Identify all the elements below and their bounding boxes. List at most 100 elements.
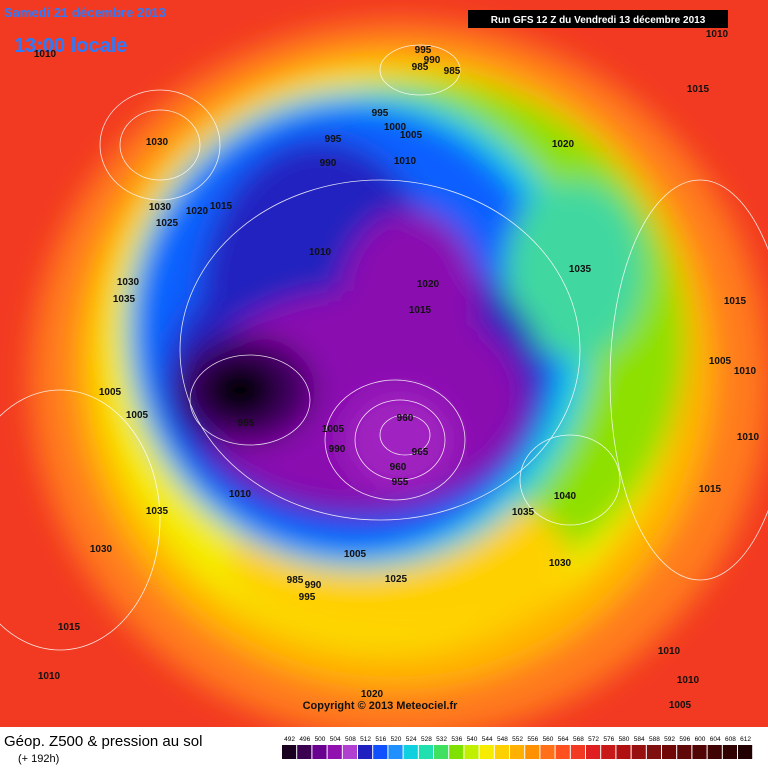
- isobar-label: 1015: [409, 305, 432, 316]
- isobar-label: 990: [424, 55, 441, 66]
- isobar-label: 1005: [669, 700, 692, 711]
- run-box: [468, 10, 728, 28]
- legend-label: 492: [284, 736, 295, 743]
- isobar-label: 1015: [210, 201, 233, 212]
- isobar-label: 965: [412, 447, 429, 458]
- isobar-label: 1035: [146, 506, 169, 517]
- legend-swatch: [388, 745, 403, 759]
- footer-title: Géop. Z500 & pression au sol: [4, 733, 202, 750]
- legend-label: 600: [695, 736, 706, 743]
- legend-label: 552: [512, 736, 523, 743]
- legend-swatch: [373, 745, 388, 759]
- legend-swatch: [449, 745, 464, 759]
- legend-label: 556: [527, 736, 538, 743]
- legend-label: 576: [603, 736, 614, 743]
- run-info: Run GFS 12 Z du Vendredi 13 décembre 201…: [491, 15, 706, 26]
- isobar-label: 1005: [344, 549, 367, 560]
- isobar-label: 1035: [512, 507, 535, 518]
- legend-label: 568: [573, 736, 584, 743]
- legend-label: 608: [725, 736, 736, 743]
- legend-label: 528: [421, 736, 432, 743]
- legend-label: 548: [497, 736, 508, 743]
- legend-swatch: [403, 745, 418, 759]
- isobar-label: 990: [320, 158, 337, 169]
- legend-swatch: [601, 745, 616, 759]
- legend-swatch: [616, 745, 631, 759]
- legend-swatch: [555, 745, 570, 759]
- legend-swatch: [707, 745, 722, 759]
- copyright: Copyright © 2013 Meteociel.fr: [303, 700, 459, 712]
- isobar-label: 1015: [687, 84, 710, 95]
- legend-swatch: [692, 745, 707, 759]
- isobar-label: 1020: [361, 689, 384, 700]
- legend-swatch: [586, 745, 601, 759]
- isobar-label: 1005: [322, 424, 345, 435]
- isobar-label: 1010: [229, 489, 252, 500]
- legend-swatch: [525, 745, 540, 759]
- legend-label: 580: [619, 736, 630, 743]
- legend-swatch: [358, 745, 373, 759]
- isobar-label: 995: [238, 418, 255, 429]
- isobar-label: 1015: [724, 296, 747, 307]
- isobar-label: 1010: [737, 432, 760, 443]
- legend-swatch: [342, 745, 357, 759]
- date: Samedi 21 décembre 2013: [4, 5, 166, 20]
- isobar-label: 960: [397, 413, 414, 424]
- legend-label: 564: [558, 736, 569, 743]
- legend-label: 512: [360, 736, 371, 743]
- isobar-label: 990: [329, 444, 346, 455]
- isobar-label: 985: [412, 62, 429, 73]
- isobar-label: 1010: [38, 671, 61, 682]
- legend-label: 508: [345, 736, 356, 743]
- legend-label: 520: [391, 736, 402, 743]
- legend-label: 540: [467, 736, 478, 743]
- legend-swatch: [631, 745, 646, 759]
- legend-swatch: [312, 745, 327, 759]
- legend-swatch: [297, 745, 312, 759]
- isobar-label: 1040: [554, 491, 577, 502]
- isobar-label: 1005: [126, 410, 149, 421]
- isobar-label: 1035: [569, 264, 592, 275]
- isobar-label: 1005: [99, 387, 122, 398]
- time: 13:00 locale: [14, 35, 127, 57]
- isobar-label: 995: [415, 45, 432, 56]
- isobar-label: 1000: [384, 122, 407, 133]
- isobar-label: 995: [299, 592, 316, 603]
- legend-label: 524: [406, 736, 417, 743]
- legend-label: 536: [451, 736, 462, 743]
- legend-swatch: [570, 745, 585, 759]
- legend-label: 544: [482, 736, 493, 743]
- isobar-label: 1010: [309, 247, 332, 258]
- isobar-label: 1010: [394, 156, 417, 167]
- isobar-label: 995: [372, 108, 389, 119]
- isobar-label: 1025: [385, 574, 408, 585]
- lead-time: (+ 192h): [18, 753, 59, 765]
- legend-swatch: [464, 745, 479, 759]
- legend-swatch: [646, 745, 661, 759]
- isobar-label: 1035: [113, 294, 136, 305]
- isobar-label: 960: [390, 462, 407, 473]
- legend-swatch: [722, 745, 737, 759]
- legend-label: 560: [543, 736, 554, 743]
- legend-label: 592: [664, 736, 675, 743]
- legend-swatch: [327, 745, 342, 759]
- legend-label: 516: [375, 736, 386, 743]
- legend-label: 596: [679, 736, 690, 743]
- isobar-label: 985: [444, 66, 461, 77]
- legend-swatch: [418, 745, 433, 759]
- isobar-label: 955: [392, 477, 409, 488]
- isobar-label: 1030: [90, 544, 113, 555]
- legend-label: 504: [330, 736, 341, 743]
- isobar-label: 1020: [417, 279, 440, 290]
- isobar-label: 1030: [117, 277, 140, 288]
- isobar-label: 1010: [658, 646, 681, 657]
- legend-label: 572: [588, 736, 599, 743]
- isobar-label: 1030: [549, 558, 572, 569]
- legend-swatch: [662, 745, 677, 759]
- isobar-label: 1005: [709, 356, 732, 367]
- isobar-label: 1010: [734, 366, 757, 377]
- legend-swatch: [510, 745, 525, 759]
- legend-label: 496: [299, 736, 310, 743]
- legend-swatch: [677, 745, 692, 759]
- isobar-label: 985: [287, 575, 304, 586]
